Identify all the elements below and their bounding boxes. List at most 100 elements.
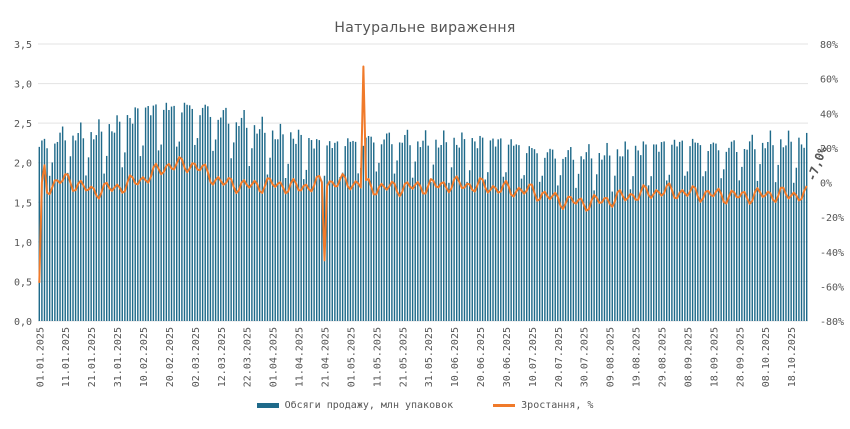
bar	[118, 121, 121, 322]
bar	[214, 139, 217, 321]
bar	[723, 169, 725, 321]
bar	[142, 145, 144, 321]
bar	[318, 140, 321, 321]
bar	[266, 174, 269, 321]
bar	[767, 141, 769, 321]
bar	[235, 122, 238, 321]
bar	[525, 153, 528, 321]
bar	[686, 171, 689, 321]
x-axis-tick: 30.07.2025	[580, 327, 591, 387]
bar	[531, 148, 533, 321]
x-axis-tick: 20.02.2025	[165, 327, 176, 387]
bar	[87, 157, 90, 321]
bar	[541, 175, 543, 321]
bar	[577, 173, 580, 321]
bar	[411, 177, 414, 321]
bar	[139, 156, 142, 321]
right-axis-tick: -40%	[820, 248, 844, 259]
bar	[95, 135, 98, 321]
bar	[725, 151, 728, 321]
bar	[406, 129, 409, 321]
left-axis-tick: 3,5	[14, 40, 32, 51]
bar	[362, 145, 365, 321]
right-axis-tick: -20%	[820, 213, 844, 224]
bar	[279, 123, 282, 322]
bar	[271, 130, 274, 321]
bar	[567, 150, 569, 321]
bar	[637, 150, 639, 321]
bar	[196, 138, 199, 321]
bar	[642, 141, 645, 321]
bar	[746, 149, 748, 321]
bar	[248, 166, 251, 321]
bar	[85, 175, 87, 321]
bar	[505, 172, 507, 321]
bar	[163, 109, 165, 322]
bar	[466, 181, 468, 321]
bar	[614, 175, 616, 321]
bar	[331, 148, 333, 321]
bar	[590, 158, 593, 321]
bar	[699, 145, 702, 321]
bar	[606, 142, 608, 321]
bar	[173, 105, 175, 321]
bar	[528, 146, 531, 321]
bar	[445, 142, 448, 321]
bar	[186, 104, 188, 321]
bar	[201, 107, 204, 321]
bar	[212, 150, 214, 321]
bar	[108, 124, 111, 321]
x-axis-tick: 11.04.2025	[295, 327, 306, 387]
bar	[113, 132, 116, 321]
bar	[443, 130, 445, 321]
bar	[315, 139, 318, 321]
bar	[414, 161, 416, 321]
bar	[689, 146, 691, 321]
bar	[761, 142, 764, 321]
bar	[209, 116, 212, 322]
bar	[743, 148, 746, 321]
bar	[476, 148, 479, 321]
bar	[793, 182, 795, 321]
right-axis-tick: 60%	[820, 75, 838, 86]
bar	[673, 139, 676, 321]
bar	[754, 149, 756, 321]
bar	[712, 142, 715, 321]
x-axis-tick: 20.06.2025	[476, 327, 487, 387]
bar	[310, 140, 313, 321]
bar	[663, 141, 665, 321]
bar	[520, 178, 523, 321]
bar	[347, 138, 349, 321]
bar	[264, 132, 266, 321]
bar	[409, 145, 411, 321]
bar	[90, 132, 92, 321]
bar	[313, 148, 315, 321]
bar	[188, 105, 191, 321]
bar	[225, 107, 227, 321]
bar	[549, 148, 551, 321]
x-axis-tick: 11.05.2025	[372, 327, 383, 387]
bar	[671, 144, 673, 321]
bar	[751, 134, 753, 321]
bar	[116, 115, 118, 321]
bar	[518, 145, 520, 321]
bar	[515, 144, 518, 321]
bar	[798, 137, 800, 321]
bar	[474, 141, 476, 321]
bar	[616, 149, 619, 321]
bar	[41, 140, 43, 321]
bar	[728, 147, 730, 321]
bar	[126, 115, 129, 322]
bar	[627, 149, 629, 321]
bar	[51, 162, 53, 321]
x-axis-tick: 01.01.2025	[35, 327, 46, 387]
bar	[437, 147, 440, 321]
left-axis-tick: 2,5	[14, 119, 32, 130]
bar	[297, 129, 300, 321]
bar	[471, 138, 473, 321]
bar	[619, 156, 621, 321]
bar	[655, 144, 658, 321]
right-axis-tick: 40%	[820, 109, 838, 120]
bar	[697, 142, 699, 321]
